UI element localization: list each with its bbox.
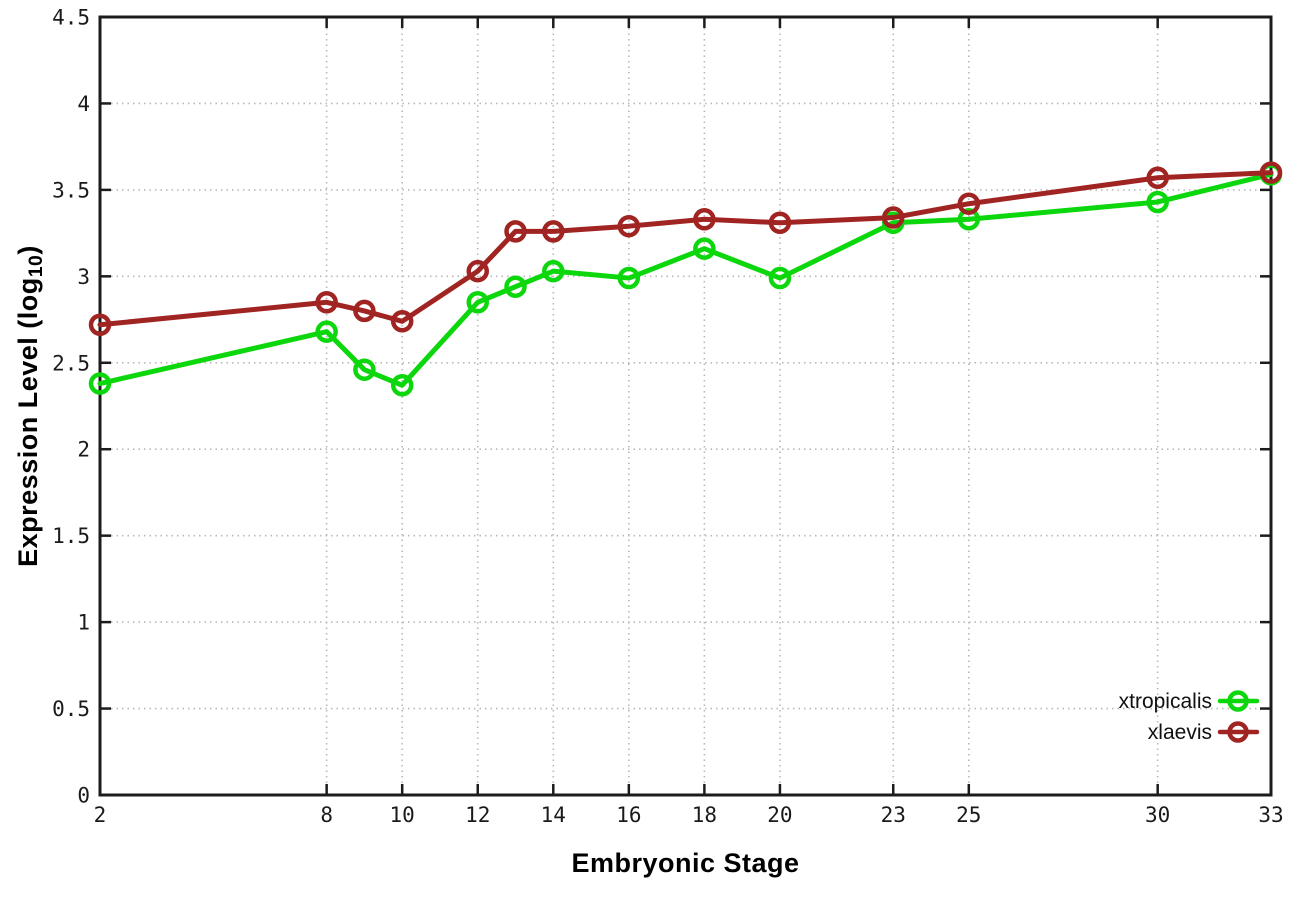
data-point-xlaevis [315,291,338,314]
data-point-xtropicalis [542,259,565,283]
data-point-xlaevis [617,214,641,238]
x-tick-label: 33 [1258,803,1283,827]
data-point-xlaevis [504,220,527,243]
data-point-xlaevis [466,259,489,283]
data-point-xlaevis [542,220,565,243]
data-point-xlaevis [1259,161,1283,184]
x-tick-label: 25 [956,803,981,827]
x-tick-label: 20 [767,803,792,827]
data-point-xlaevis [353,299,376,323]
y-tick-label: 1.5 [52,524,90,548]
data-point-xtropicalis [88,372,112,395]
series-xlaevis [88,161,1283,336]
x-tick-label: 14 [541,803,566,827]
y-tick-label: 2.5 [52,351,90,375]
grid-layer [100,17,1271,795]
x-tick-label: 2 [94,803,107,827]
x-tick-label: 16 [616,803,641,827]
y-axis-title-subscript: 10 [24,254,47,278]
data-point-xtropicalis [617,266,641,290]
legend-label-xlaevis: xlaevis [1148,721,1212,744]
axes-layer: 2 8 10 12 14 16 18 20 23 25 30 33 0 0.5 1 1.5 2 2.5 3 3.5 4 4… [52,6,1284,828]
y-axis-title-end: ) [13,245,43,255]
y-tick-label: 2 [77,438,90,462]
data-point-xlaevis [882,206,905,229]
data-point-xlaevis [693,208,716,231]
data-point-xlaevis [957,192,981,215]
legend-label-xtropicalis: xtropicalis [1119,690,1212,713]
y-tick-label: 3.5 [52,178,90,202]
y-tick-label: 4.5 [52,6,90,30]
legend-marker-sample [1227,721,1249,743]
y-tick-label: 0 [77,784,90,808]
legend: xtropicalis xlaevis [1119,690,1260,744]
y-tick-label: 4 [77,92,90,116]
x-axis-title: Embryonic Stage [571,848,800,878]
data-point-xlaevis [88,313,112,336]
data-point-xtropicalis [390,374,414,397]
x-tick-label: 23 [881,803,906,827]
x-tick-label: 10 [390,803,415,827]
data-point-xtropicalis [693,237,716,260]
x-tick-label: 30 [1145,803,1170,827]
data-point-xtropicalis [504,275,527,298]
data-point-xtropicalis [957,208,981,231]
data-point-xlaevis [390,310,414,333]
data-point-xtropicalis [768,266,792,290]
y-axis-title: Expression Level (log10) [0,16,56,796]
y-axis-title-main: Expression Level (log [13,277,43,567]
x-tick-label: 8 [320,803,333,827]
data-point-xtropicalis [466,291,489,314]
data-point-xlaevis [768,211,792,234]
data-point-xtropicalis [1146,190,1169,214]
x-tick-label: 12 [465,803,490,827]
y-tick-label: 0.5 [52,697,90,721]
y-tick-label: 3 [77,265,90,289]
series-xtropicalis [88,163,1283,397]
data-point-xtropicalis [353,358,376,381]
legend-marker-sample [1227,690,1249,712]
data-point-xlaevis [1146,166,1169,190]
data-point-xtropicalis [315,320,338,343]
x-tick-label: 18 [692,803,717,827]
y-tick-label: 1 [77,611,90,635]
